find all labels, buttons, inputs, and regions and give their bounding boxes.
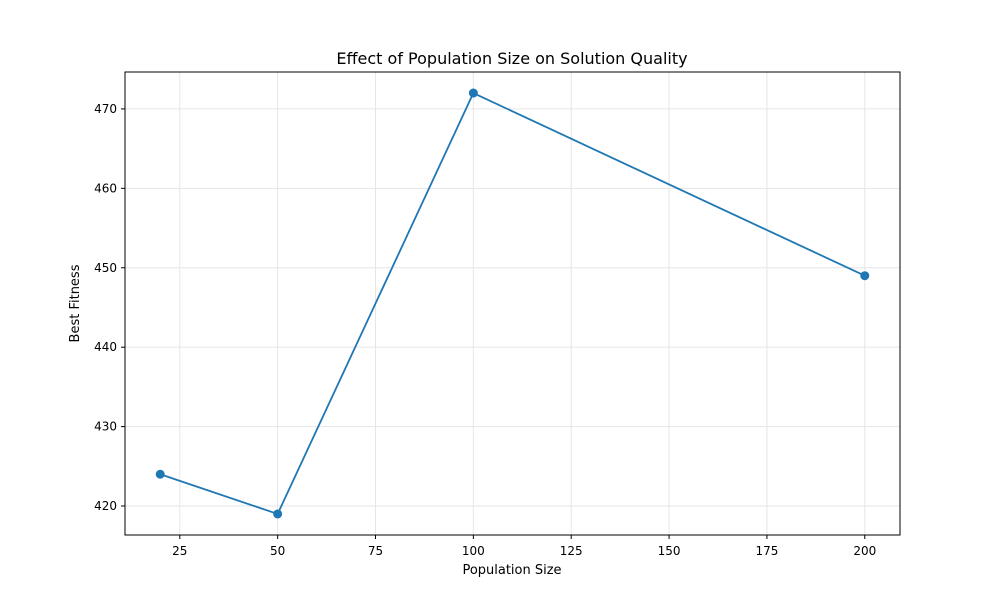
chart-title: Effect of Population Size on Solution Qu… xyxy=(336,49,687,68)
y-axis-label: Best Fitness xyxy=(68,264,83,342)
y-tick-label: 450 xyxy=(94,261,117,275)
x-tick-label: 175 xyxy=(755,544,778,558)
data-point xyxy=(860,271,870,281)
y-tick-label: 460 xyxy=(94,181,117,195)
x-tick-label: 75 xyxy=(368,544,383,558)
x-tick-label: 200 xyxy=(853,544,876,558)
y-tick-label: 420 xyxy=(94,499,117,513)
x-axis-label: Population Size xyxy=(462,563,561,578)
grid xyxy=(125,72,900,535)
data-point xyxy=(273,509,283,519)
x-tick-label: 150 xyxy=(658,544,681,558)
x-tick-label: 125 xyxy=(560,544,583,558)
x-axis-ticks: 25 50 75 100 125 150 175 200 xyxy=(172,535,876,558)
y-tick-label: 470 xyxy=(94,102,117,116)
data-point xyxy=(468,88,478,98)
data-point xyxy=(155,469,165,479)
series-layer xyxy=(155,88,870,519)
y-tick-label: 430 xyxy=(94,420,117,434)
plot-frame xyxy=(124,71,901,536)
x-tick-label: 100 xyxy=(462,544,485,558)
y-tick-label: 440 xyxy=(94,340,117,354)
x-tick-label: 25 xyxy=(172,544,187,558)
y-axis-ticks: 420 430 440 450 460 470 xyxy=(94,102,125,513)
x-tick-label: 50 xyxy=(270,544,285,558)
series-line xyxy=(159,92,866,515)
